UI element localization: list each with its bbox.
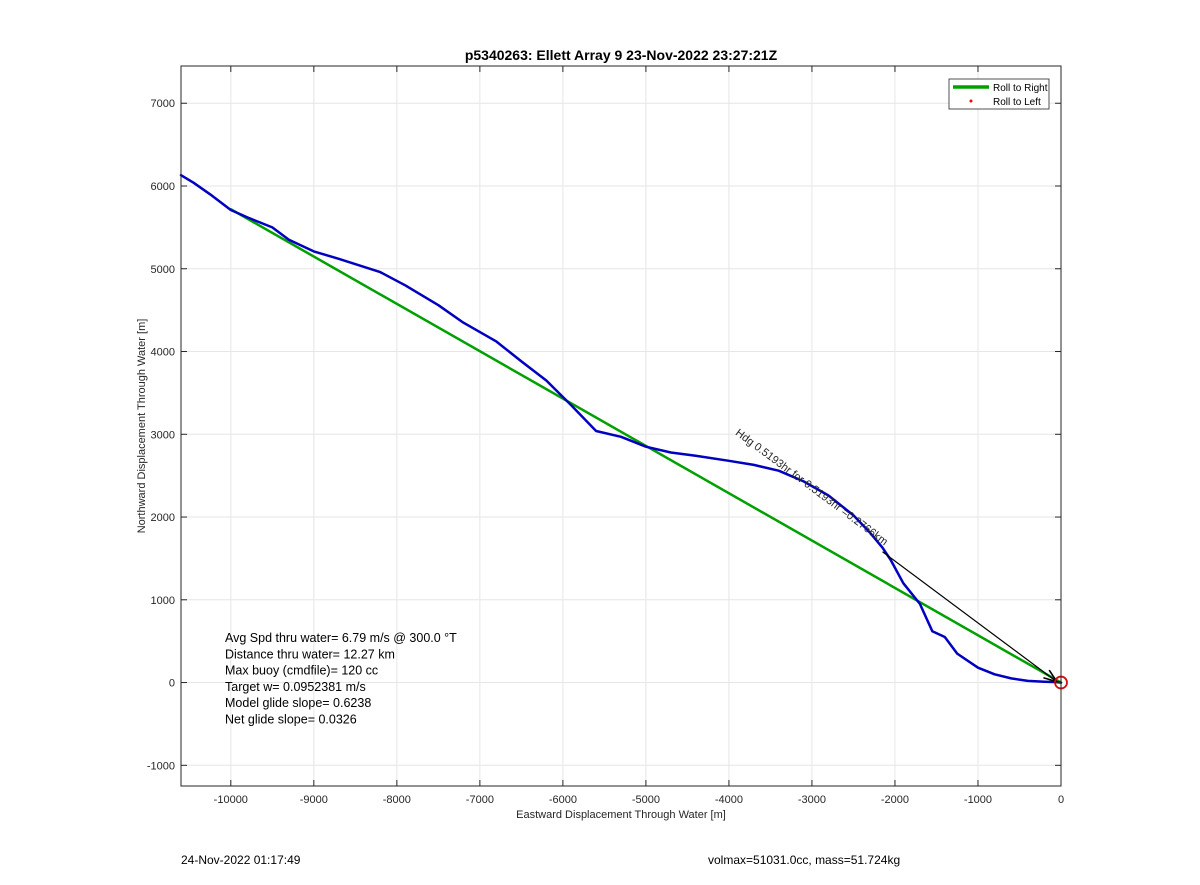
x-tick-label: -7000 (466, 794, 494, 806)
stat-line: Target w= 0.0952381 m/s (225, 680, 366, 694)
x-tick-label: -1000 (964, 794, 992, 806)
y-tick-label: 5000 (151, 264, 175, 276)
x-tick-label: -4000 (715, 794, 743, 806)
y-tick-label: -1000 (147, 760, 175, 772)
glider-track (179, 173, 1063, 684)
y-tick-label: 6000 (151, 181, 175, 193)
x-tick-label: -9000 (300, 794, 328, 806)
stats-text-block: Avg Spd thru water= 6.79 m/s @ 300.0 °T D… (225, 631, 457, 727)
x-tick-label: -3000 (798, 794, 826, 806)
legend: Roll to Right Roll to Left (948, 78, 1050, 110)
y-tick-label: 0 (169, 678, 175, 690)
grid-lines (181, 66, 1062, 786)
heading-arrowhead (1043, 669, 1059, 684)
stat-line: Avg Spd thru water= 6.79 m/s @ 300.0 °T (225, 631, 457, 645)
x-axis-label: Eastward Displacement Through Water [m] (516, 809, 726, 821)
heading-vector (882, 551, 1058, 683)
heading-vector-label: Hdg 0.5193hr for 0.5193hr =0.2766km (733, 427, 890, 548)
footer-timestamp: 24-Nov-2022 01:17:49 (181, 853, 301, 867)
plot-series (179, 173, 1063, 684)
y-tick-label: 2000 (151, 512, 175, 524)
y-tick-label: 3000 (151, 429, 175, 441)
x-tick-label: -6000 (549, 794, 577, 806)
y-tick-label: 7000 (151, 98, 175, 110)
legend-box (948, 78, 1050, 110)
stat-line: Distance thru water= 12.27 km (225, 647, 395, 661)
axes-frame (180, 65, 1062, 787)
y-axis-label: Northward Displacement Through Water [m] (136, 319, 148, 534)
annotations: Hdg 0.5193hr for 0.5193hr =0.2766km (733, 427, 1068, 690)
x-tick-label: -8000 (383, 794, 411, 806)
footer-info: volmax=51031.0cc, mass=51.724kg (708, 853, 901, 867)
stat-line: Model glide slope= 0.6238 (225, 696, 371, 710)
x-tick-label: -5000 (632, 794, 660, 806)
stat-line: Max buoy (cmdfile)= 120 cc (225, 664, 378, 678)
stat-line: Net glide slope= 0.0326 (225, 713, 357, 727)
legend-label-roll-right: Roll to Right (993, 83, 1048, 94)
x-tick-label: -10000 (214, 794, 248, 806)
legend-label-roll-left: Roll to Left (993, 97, 1041, 108)
x-tick-label: 0 (1058, 794, 1064, 806)
x-tick-label: -2000 (881, 794, 909, 806)
y-tick-label: 4000 (151, 347, 175, 359)
legend-marker-roll-left (969, 99, 973, 103)
y-tick-label: 1000 (151, 595, 175, 607)
x-axis-ticks: -10000 -9000 -8000 -7000 -6000 -5000 -4000 -300… (214, 66, 1064, 806)
chart-title: p5340263: Ellett Array 9 23-Nov-2022 23:… (465, 47, 778, 63)
y-axis-ticks: -1000 0 1000 2000 3000 4000 5000 6000 7000 (147, 98, 1061, 772)
